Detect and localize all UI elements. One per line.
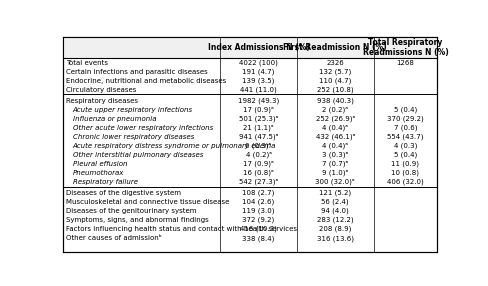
Text: 5 (0.4): 5 (0.4) (394, 152, 417, 158)
Text: 283 (12.2): 283 (12.2) (317, 217, 354, 223)
Text: 7 (0.6): 7 (0.6) (394, 125, 417, 131)
Text: 432 (46.1)ᵃ: 432 (46.1)ᵃ (316, 134, 355, 140)
Text: Other interstitial pulmonary diseases: Other interstitial pulmonary diseases (73, 152, 203, 158)
Text: Acute respiratory distress syndrome or pulmonary edema: Acute respiratory distress syndrome or p… (73, 143, 276, 149)
Text: 1268: 1268 (397, 60, 414, 65)
Text: Total events: Total events (66, 60, 108, 65)
Text: 104 (2.6): 104 (2.6) (243, 199, 275, 205)
Text: Influenza or pneumonia: Influenza or pneumonia (73, 116, 156, 122)
Text: 4022 (100): 4022 (100) (239, 59, 278, 66)
Text: Diseases of the genitourinary system: Diseases of the genitourinary system (66, 208, 196, 214)
Text: 941 (47.5)ᵃ: 941 (47.5)ᵃ (239, 134, 278, 140)
Text: 416 (10.3): 416 (10.3) (240, 226, 277, 233)
Text: 938 (40.3): 938 (40.3) (317, 97, 354, 104)
Text: Pleural effusion: Pleural effusion (73, 161, 127, 167)
Text: 110 (4.7): 110 (4.7) (319, 78, 351, 84)
Text: 7 (0.7)ᵃ: 7 (0.7)ᵃ (322, 161, 348, 167)
Text: 191 (4.7): 191 (4.7) (243, 68, 275, 75)
Text: Circulatory diseases: Circulatory diseases (66, 87, 136, 93)
Text: 4 (0.2)ᵃ: 4 (0.2)ᵃ (245, 152, 271, 158)
Text: 406 (32.0): 406 (32.0) (387, 179, 424, 185)
Text: 3 (0.3)ᵃ: 3 (0.3)ᵃ (322, 152, 348, 158)
Text: 2 (0.2)ᵃ: 2 (0.2)ᵃ (322, 106, 348, 113)
Text: Pneumothorax: Pneumothorax (73, 170, 124, 176)
Text: 16 (0.8)ᵃ: 16 (0.8)ᵃ (243, 170, 274, 176)
Text: 17 (0.9)ᵃ: 17 (0.9)ᵃ (243, 106, 274, 113)
Text: Chronic lower respiratory diseases: Chronic lower respiratory diseases (73, 134, 194, 140)
Text: 94 (4.0): 94 (4.0) (322, 208, 349, 214)
Text: 501 (25.3)ᵃ: 501 (25.3)ᵃ (239, 116, 278, 122)
Text: 338 (8.4): 338 (8.4) (243, 235, 275, 242)
Text: 119 (3.0): 119 (3.0) (242, 208, 275, 214)
Text: 252 (10.8): 252 (10.8) (317, 87, 354, 93)
Text: Diseases of the digestive system: Diseases of the digestive system (66, 190, 181, 196)
Text: 554 (43.7): 554 (43.7) (387, 134, 424, 140)
Text: 5 (0.4): 5 (0.4) (394, 106, 417, 113)
Text: 6 (0.3)ᵃ: 6 (0.3)ᵃ (245, 143, 272, 149)
Text: 542 (27.3)ᵃ: 542 (27.3)ᵃ (239, 179, 278, 185)
Text: 11 (0.9): 11 (0.9) (391, 161, 420, 167)
Text: Musculoskeletal and connective tissue disease: Musculoskeletal and connective tissue di… (66, 199, 229, 205)
Text: 4 (0.4)ᵃ: 4 (0.4)ᵃ (322, 143, 348, 149)
Text: Respiratory diseases: Respiratory diseases (66, 98, 138, 104)
Text: 139 (3.5): 139 (3.5) (243, 78, 275, 84)
Text: Certain infections and parasitic diseases: Certain infections and parasitic disease… (66, 69, 208, 75)
Text: 441 (11.0): 441 (11.0) (240, 87, 277, 93)
Text: 316 (13.6): 316 (13.6) (317, 235, 354, 242)
Text: First Readmission N (%): First Readmission N (%) (284, 43, 387, 52)
Text: 121 (5.2): 121 (5.2) (319, 190, 351, 196)
Text: Other acute lower respiratory infections: Other acute lower respiratory infections (73, 125, 213, 131)
Text: 9 (1.0)ᵃ: 9 (1.0)ᵃ (322, 170, 348, 176)
Text: Acute upper respiratory infections: Acute upper respiratory infections (73, 107, 193, 113)
Text: 2326: 2326 (326, 60, 344, 65)
Text: 17 (0.9)ᵃ: 17 (0.9)ᵃ (243, 161, 274, 167)
Bar (63, 37, 437, 58)
Text: Other causes of admissionᵇ: Other causes of admissionᵇ (66, 235, 162, 241)
Text: 208 (8.9): 208 (8.9) (319, 226, 351, 233)
Text: 252 (26.9)ᵃ: 252 (26.9)ᵃ (316, 116, 355, 122)
Text: 1982 (49.3): 1982 (49.3) (238, 97, 279, 104)
Text: Endocrine, nutritional and metabolic diseases: Endocrine, nutritional and metabolic dis… (66, 78, 226, 84)
Text: 372 (9.2): 372 (9.2) (243, 217, 275, 223)
Text: Symptoms, signs, and abnormal findings: Symptoms, signs, and abnormal findings (66, 217, 209, 223)
Text: 108 (2.7): 108 (2.7) (243, 190, 275, 196)
Text: Factors influencing health status and contact with health services: Factors influencing health status and co… (66, 226, 297, 232)
Text: 21 (1.1)ᵃ: 21 (1.1)ᵃ (243, 125, 274, 131)
Text: 300 (32.0)ᵃ: 300 (32.0)ᵃ (315, 179, 355, 185)
Text: 370 (29.2): 370 (29.2) (387, 116, 424, 122)
Text: Total Respiratory
Readmissions N (%): Total Respiratory Readmissions N (%) (363, 38, 448, 57)
Text: 56 (2.4): 56 (2.4) (322, 199, 349, 205)
Text: 4 (0.4)ᵃ: 4 (0.4)ᵃ (322, 125, 348, 131)
Text: Index Admissions N (%): Index Admissions N (%) (207, 43, 309, 52)
Text: 10 (0.8): 10 (0.8) (391, 170, 420, 176)
Text: Respiratory failure: Respiratory failure (73, 179, 138, 185)
Text: 132 (5.7): 132 (5.7) (319, 68, 351, 75)
Text: 4 (0.3): 4 (0.3) (394, 143, 417, 149)
